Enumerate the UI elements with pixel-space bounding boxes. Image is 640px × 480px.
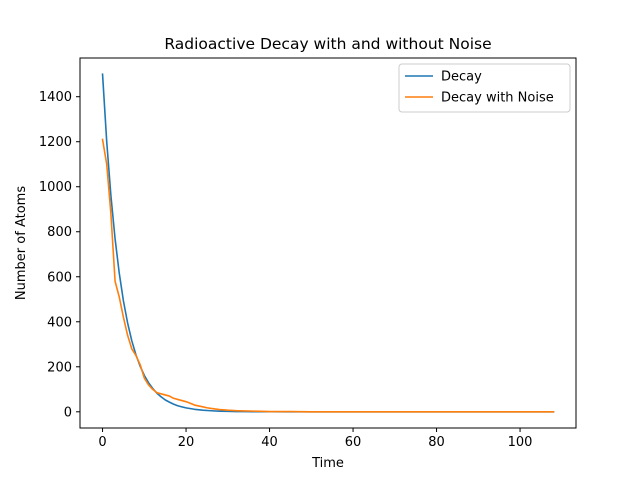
- y-tick-label: 0: [64, 405, 72, 420]
- chart-title: Radioactive Decay with and without Noise: [164, 35, 491, 53]
- x-tick-label: 60: [345, 435, 362, 450]
- x-axis-ticks: 0 20 40 60 80 100: [98, 428, 532, 450]
- legend-box: [398, 63, 571, 113]
- x-tick-label: 0: [98, 435, 106, 450]
- x-tick-label: 100: [508, 435, 533, 450]
- y-tick-label: 1400: [39, 90, 72, 105]
- y-tick-label: 400: [47, 315, 72, 330]
- y-axis-label: Number of Atoms: [14, 186, 29, 300]
- y-axis-ticks: 0 200 400 600 800 1000 1200 1400: [39, 90, 80, 420]
- legend: Decay Decay with Noise: [398, 63, 571, 113]
- plot-lines: [101, 73, 555, 413]
- axes-frame: [79, 57, 577, 429]
- x-tick-label: 20: [178, 435, 195, 450]
- x-tick-label: 40: [261, 435, 278, 450]
- series-line-1: [101, 138, 555, 413]
- y-tick-label: 800: [47, 225, 72, 240]
- y-tick-label: 600: [47, 270, 72, 285]
- legend-label-1: Decay with Noise: [441, 91, 554, 106]
- y-tick-label: 1200: [39, 135, 72, 150]
- y-tick-label: 200: [47, 360, 72, 375]
- x-axis-label: Time: [311, 456, 344, 471]
- y-tick-label: 1000: [39, 180, 72, 195]
- legend-label-0: Decay: [441, 70, 482, 85]
- x-tick-label: 80: [428, 435, 445, 450]
